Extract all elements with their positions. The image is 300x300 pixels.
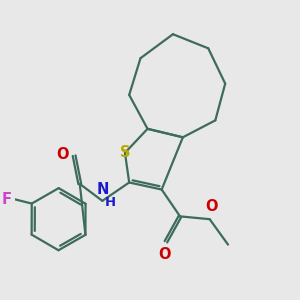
Text: O: O — [56, 147, 69, 162]
Text: F: F — [2, 192, 11, 207]
Text: O: O — [205, 199, 217, 214]
Text: O: O — [158, 247, 171, 262]
Text: N: N — [96, 182, 109, 197]
Text: H: H — [105, 196, 116, 209]
Text: S: S — [120, 145, 130, 160]
